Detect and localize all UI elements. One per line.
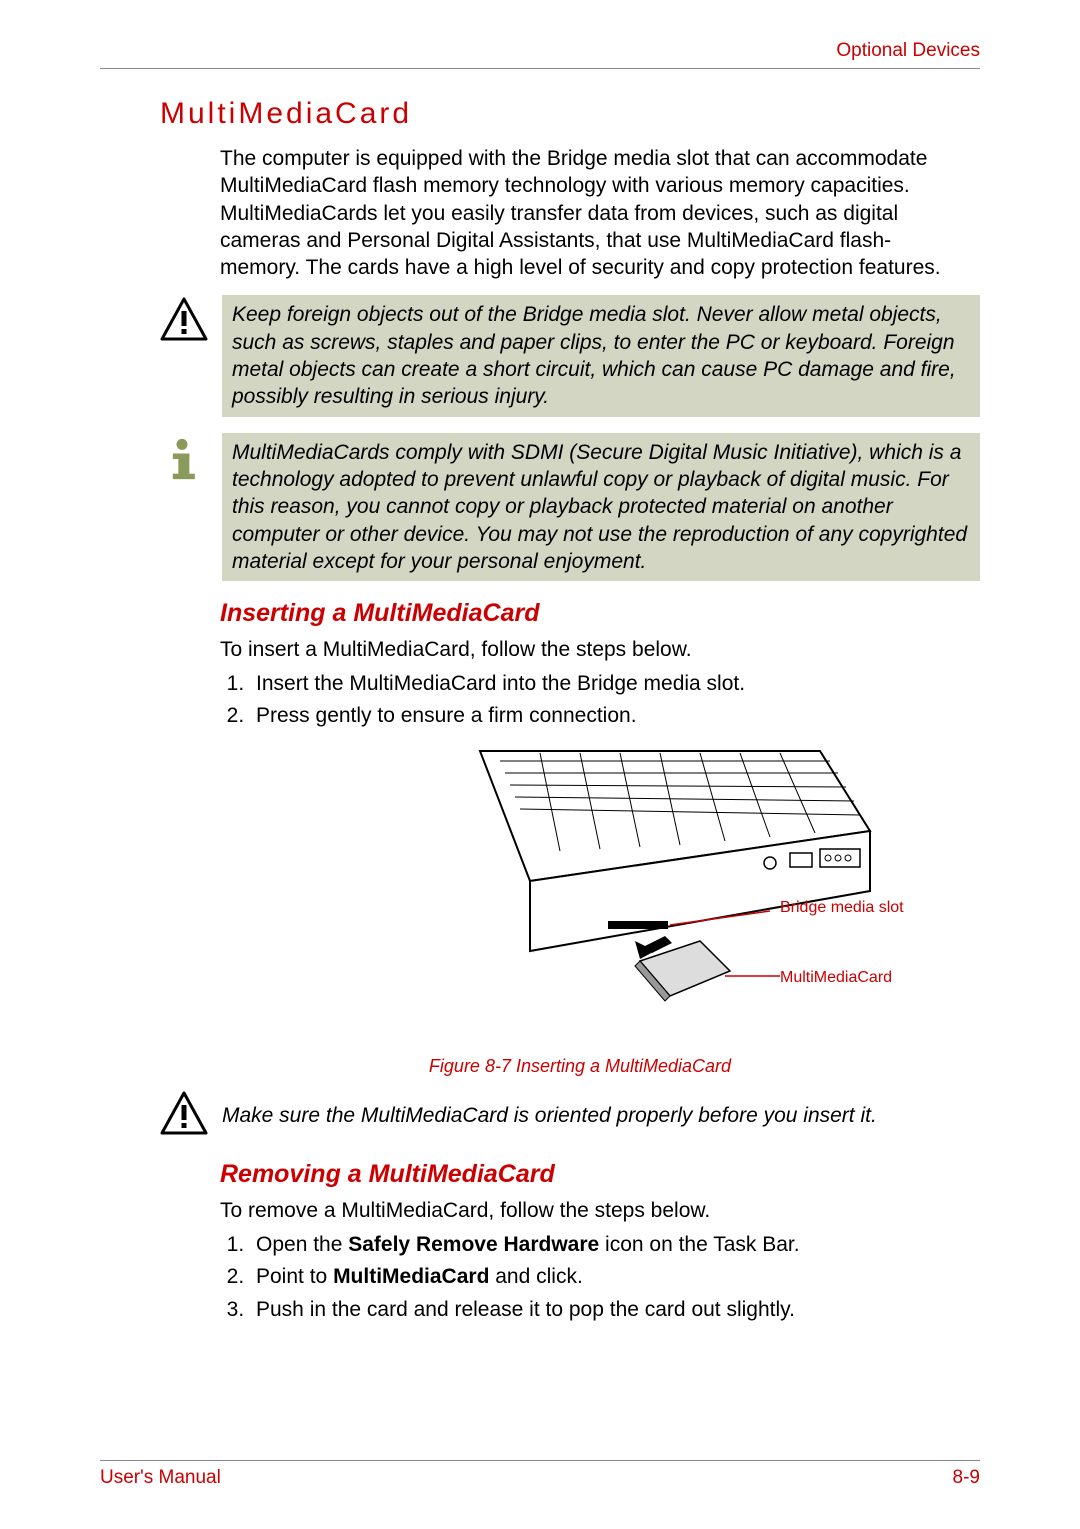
info-callout: MultiMediaCards comply with SDMI (Secure… (100, 433, 980, 581)
footer-left: User's Manual (100, 1467, 221, 1489)
figure-caption: Figure 8-7 Inserting a MultiMediaCard (180, 1056, 980, 1077)
warning-callout-orientation: Make sure the MultiMediaCard is oriented… (100, 1089, 980, 1142)
removing-step-1: Open the Safely Remove Hardware icon on … (250, 1230, 980, 1260)
removing-step-2: Point to MultiMediaCard and click. (250, 1262, 980, 1292)
removing-steps: Open the Safely Remove Hardware icon on … (250, 1230, 980, 1325)
warning-callout: Keep foreign objects out of the Bridge m… (100, 295, 980, 416)
inserting-steps: Insert the MultiMediaCard into the Bridg… (250, 669, 980, 732)
step2-post: and click. (489, 1265, 582, 1288)
info-icon (160, 433, 216, 490)
step1-post: icon on the Task Bar. (599, 1233, 799, 1256)
removing-step-3: Push in the card and release it to pop t… (250, 1295, 980, 1325)
warning-orientation-text: Make sure the MultiMediaCard is oriented… (222, 1104, 980, 1128)
inserting-step-2: Press gently to ensure a firm connection… (250, 701, 980, 731)
inserting-lead: To insert a MultiMediaCard, follow the s… (220, 636, 980, 664)
step2-bold: MultiMediaCard (333, 1265, 489, 1288)
footer-right: 8-9 (953, 1467, 980, 1489)
section-title: MultiMediaCard (160, 97, 980, 131)
removing-lead: To remove a MultiMediaCard, follow the s… (220, 1197, 980, 1225)
figure-inserting-mmc: Bridge media slot MultiMediaCard (340, 741, 980, 1046)
warning-icon (160, 295, 216, 348)
step2-pre: Point to (256, 1265, 333, 1288)
intro-paragraph: The computer is equipped with the Bridge… (220, 145, 970, 281)
figure-label-slot: Bridge media slot (780, 899, 904, 917)
figure-label-card: MultiMediaCard (780, 969, 892, 987)
warning-text: Keep foreign objects out of the Bridge m… (222, 295, 980, 416)
inserting-heading: Inserting a MultiMediaCard (220, 599, 980, 628)
page-footer: User's Manual 8-9 (100, 1460, 980, 1489)
step1-bold: Safely Remove Hardware (348, 1233, 599, 1256)
removing-heading: Removing a MultiMediaCard (220, 1160, 980, 1189)
inserting-step-1: Insert the MultiMediaCard into the Bridg… (250, 669, 980, 699)
warning-icon (160, 1089, 216, 1142)
step1-pre: Open the (256, 1233, 348, 1256)
info-text: MultiMediaCards comply with SDMI (Secure… (222, 433, 980, 581)
breadcrumb: Optional Devices (100, 40, 980, 69)
